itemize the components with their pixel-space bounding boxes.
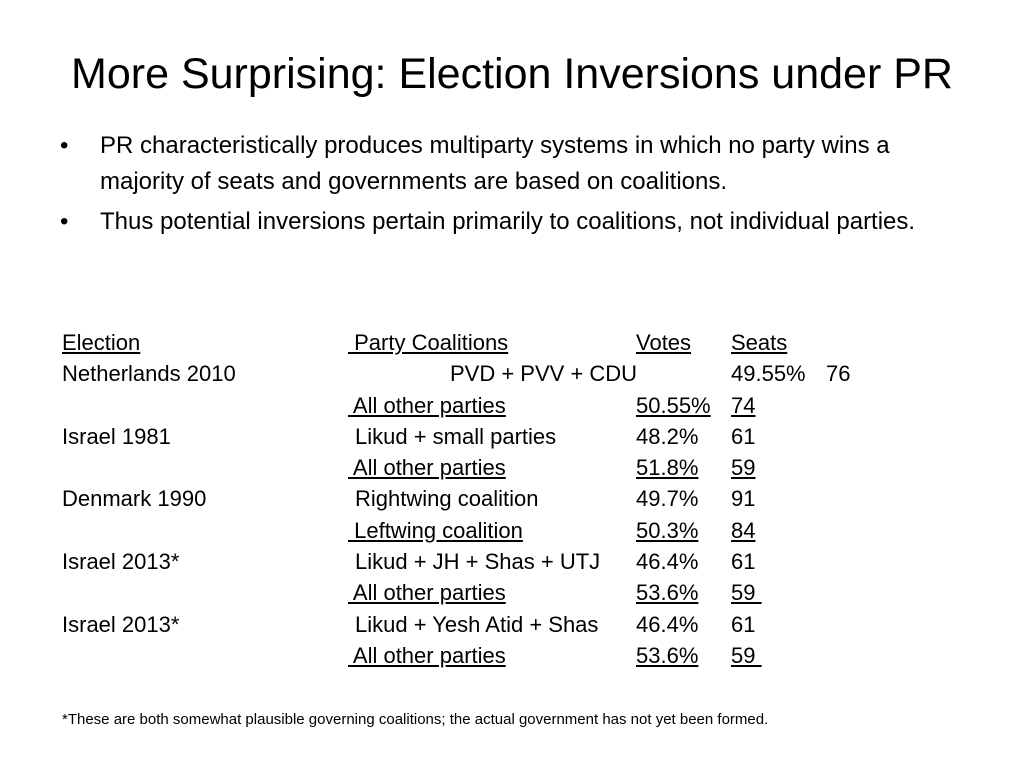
votes-cell: 51.8% bbox=[636, 455, 699, 481]
seats-cell: 76 bbox=[826, 361, 851, 387]
header-seats: Seats bbox=[731, 330, 788, 355]
header-party-coalitions: Party Coalitions bbox=[348, 330, 509, 355]
table-row: Denmark 1990 Rightwing coalition 49.7% 9… bbox=[62, 483, 962, 514]
bullet-list: • PR characteristically produces multipa… bbox=[60, 128, 960, 244]
seats-cell: 91 bbox=[731, 486, 756, 512]
seats-cell: 59 bbox=[731, 642, 762, 668]
election-cell: Israel 2013* bbox=[62, 611, 180, 637]
party-cell: Likud + small parties bbox=[355, 423, 557, 449]
table-row: Israel 2013* Likud + Yesh Atid + Shas 46… bbox=[62, 609, 962, 640]
table-header-row: Election Party Coalitions Votes Seats bbox=[62, 327, 962, 358]
party-cell: All other parties bbox=[348, 642, 506, 668]
party-cell: All other parties bbox=[348, 392, 506, 418]
election-cell: Israel 2013* bbox=[62, 549, 180, 575]
bullet-item: • PR characteristically produces multipa… bbox=[60, 128, 960, 200]
bullet-dot-icon: • bbox=[60, 132, 69, 159]
bullet-item: • Thus potential inversions pertain prim… bbox=[60, 204, 960, 240]
votes-cell: 46.4% bbox=[636, 611, 699, 637]
election-cell: Israel 1981 bbox=[62, 423, 171, 449]
seats-cell: 59 bbox=[731, 455, 756, 481]
election-cell: Denmark 1990 bbox=[62, 486, 207, 512]
votes-cell: 48.2% bbox=[636, 423, 699, 449]
party-cell: Rightwing coalition bbox=[355, 486, 539, 512]
party-cell: All other parties bbox=[348, 455, 506, 481]
election-table: Election Party Coalitions Votes Seats Ne… bbox=[62, 327, 962, 671]
seats-cell: 61 bbox=[731, 611, 756, 637]
table-row: Leftwing coalition 50.3% 84 bbox=[62, 515, 962, 546]
table-row: All other parties 53.6% 59 bbox=[62, 640, 962, 671]
seats-cell: 84 bbox=[731, 517, 756, 543]
slide-title: More Surprising: Election Inversions und… bbox=[71, 50, 953, 98]
votes-cell: 50.3% bbox=[636, 517, 699, 543]
votes-cell: 49.55% bbox=[731, 361, 806, 387]
table-row: Israel 1981 Likud + small parties 48.2% … bbox=[62, 421, 962, 452]
votes-cell: 50.55% bbox=[636, 392, 711, 418]
table-row: All other parties 53.6% 59 bbox=[62, 577, 962, 608]
table-row: All other parties 51.8% 59 bbox=[62, 452, 962, 483]
seats-cell: 74 bbox=[731, 392, 756, 418]
party-cell: Likud + Yesh Atid + Shas bbox=[355, 611, 599, 637]
table-row: Israel 2013* Likud + JH + Shas + UTJ 46.… bbox=[62, 546, 962, 577]
table-row: All other parties 50.55% 74 bbox=[62, 390, 962, 421]
votes-cell: 53.6% bbox=[636, 642, 699, 668]
bullet-text: PR characteristically produces multipart… bbox=[100, 132, 890, 195]
votes-cell: 49.7% bbox=[636, 486, 699, 512]
votes-cell: 53.6% bbox=[636, 580, 699, 606]
footnote: *These are both somewhat plausible gover… bbox=[62, 711, 769, 728]
votes-cell: 46.4% bbox=[636, 549, 699, 575]
table-row: Netherlands 2010 PVD + PVV + CDU 49.55% … bbox=[62, 358, 962, 389]
party-cell: Leftwing coalition bbox=[348, 517, 523, 543]
bullet-dot-icon: • bbox=[60, 208, 69, 235]
seats-cell: 61 bbox=[731, 549, 756, 575]
seats-cell: 61 bbox=[731, 423, 756, 449]
party-cell: All other parties bbox=[348, 580, 506, 606]
seats-cell: 59 bbox=[731, 580, 762, 606]
party-cell: Likud + JH + Shas + UTJ bbox=[355, 549, 601, 575]
header-election: Election bbox=[62, 330, 141, 355]
party-cell: PVD + PVV + CDU bbox=[450, 361, 638, 387]
header-votes: Votes bbox=[636, 330, 692, 355]
election-cell: Netherlands 2010 bbox=[62, 361, 236, 387]
bullet-text: Thus potential inversions pertain primar… bbox=[100, 208, 916, 235]
